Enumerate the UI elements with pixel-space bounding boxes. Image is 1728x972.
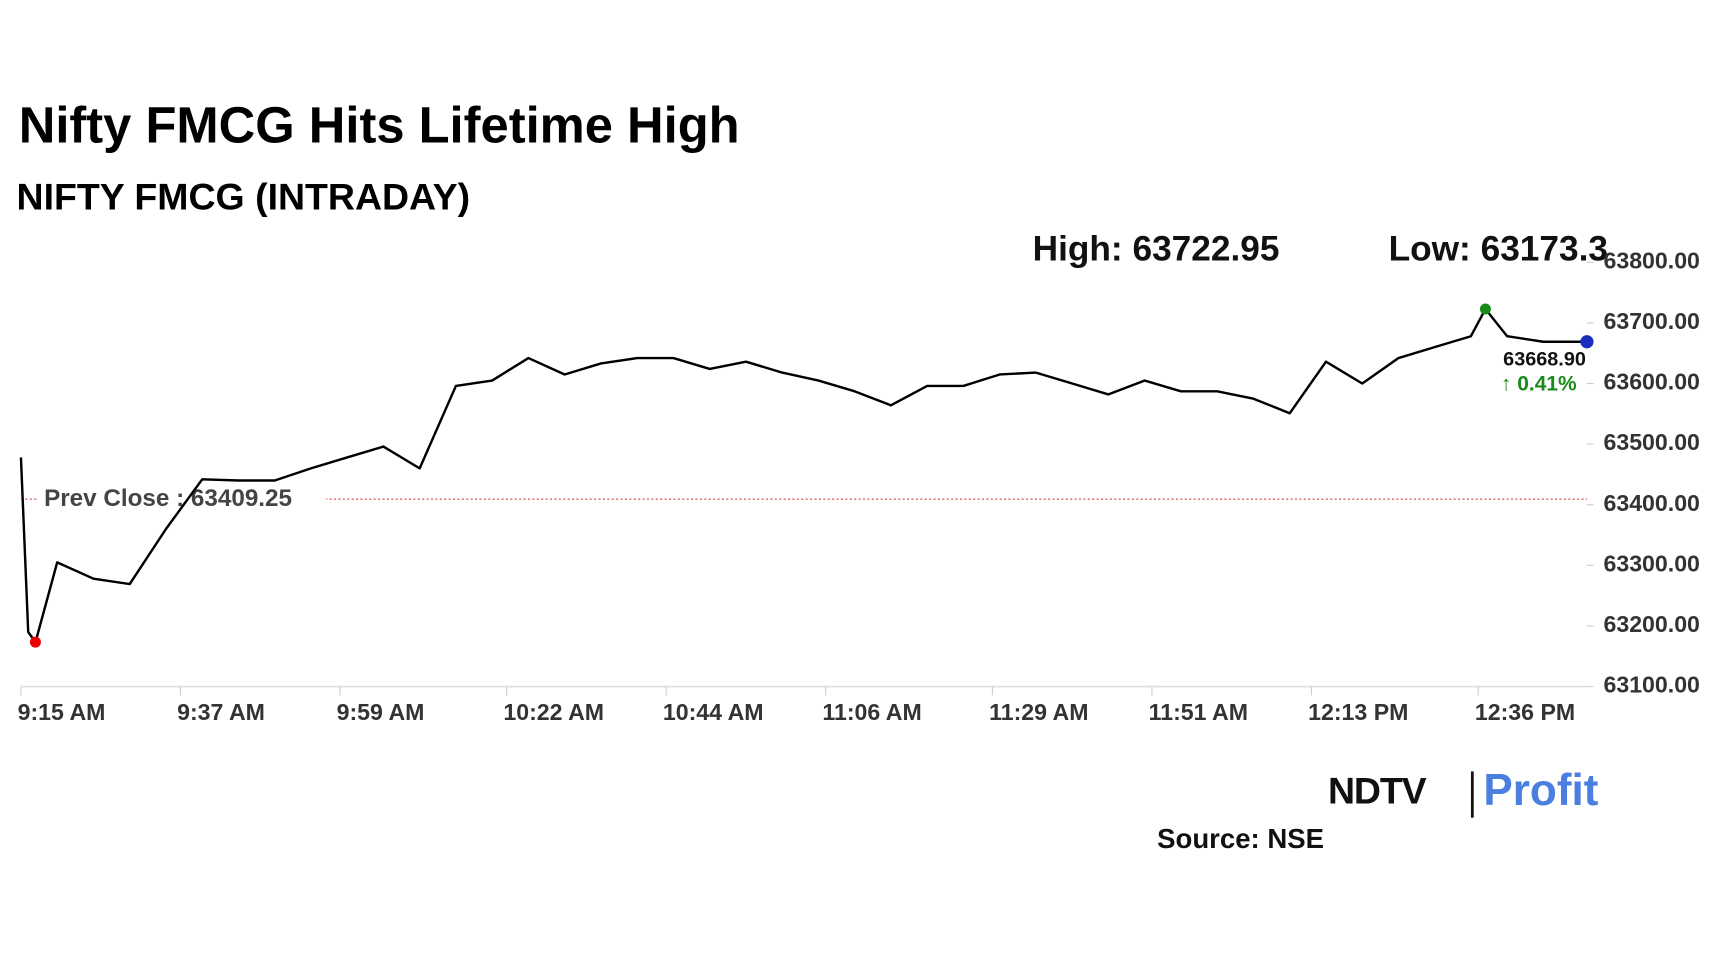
x-tick-label: 12:13 PM (1308, 699, 1408, 725)
y-tick-label: 63400.00 (1603, 490, 1699, 516)
y-tick-label: 63800.00 (1603, 247, 1699, 273)
high-dot (1479, 303, 1491, 315)
y-tick-label: 63700.00 (1603, 308, 1699, 334)
x-tick-label: 12:36 PM (1475, 699, 1575, 725)
x-tick-label: 9:59 AM (337, 699, 425, 725)
brand-name: NDTV (1328, 769, 1427, 811)
prev-close-label: Prev Close : (44, 486, 184, 513)
x-tick-label: 9:15 AM (18, 699, 106, 725)
y-tick-label: 63500.00 (1603, 429, 1699, 455)
prev-close-value: 63409.25 (191, 486, 292, 513)
chart-title: Nifty FMCG Hits Lifetime High (19, 96, 740, 153)
low-dot (29, 636, 41, 648)
brand-sub: Profit (1483, 766, 1598, 815)
low-value: 63173.3 (1481, 230, 1608, 269)
last-dot (1580, 335, 1594, 349)
high-label: High: (1033, 230, 1123, 269)
high-text: High: 63722.95 (1033, 230, 1280, 269)
x-tick-label: 9:37 AM (177, 699, 265, 725)
y-tick-label: 63600.00 (1603, 369, 1699, 395)
x-tick-label: 10:44 AM (663, 699, 764, 725)
y-tick-label: 63100.00 (1603, 672, 1699, 698)
price-line (19, 307, 1587, 644)
y-tick-label: 63200.00 (1603, 611, 1699, 637)
low-text: Low: 63173.3 (1389, 230, 1608, 269)
high-value: 63722.95 (1132, 230, 1279, 269)
source: Source: NSE (1157, 823, 1324, 854)
x-tick-label: 10:22 AM (503, 699, 604, 725)
last-value: 63668.90 (1503, 349, 1586, 371)
y-tick-label: 63300.00 (1603, 550, 1699, 576)
x-tick-label: 11:06 AM (822, 699, 921, 725)
prev-close-text: Prev Close : 63409.25 (44, 486, 292, 513)
low-label: Low: (1389, 230, 1471, 269)
x-tick-label: 11:51 AM (1149, 699, 1248, 725)
change-value: ↑ 0.41% (1501, 372, 1577, 395)
x-tick-label: 11:29 AM (989, 699, 1088, 725)
chart-subtitle: NIFTY FMCG (INTRADAY) (17, 175, 471, 217)
